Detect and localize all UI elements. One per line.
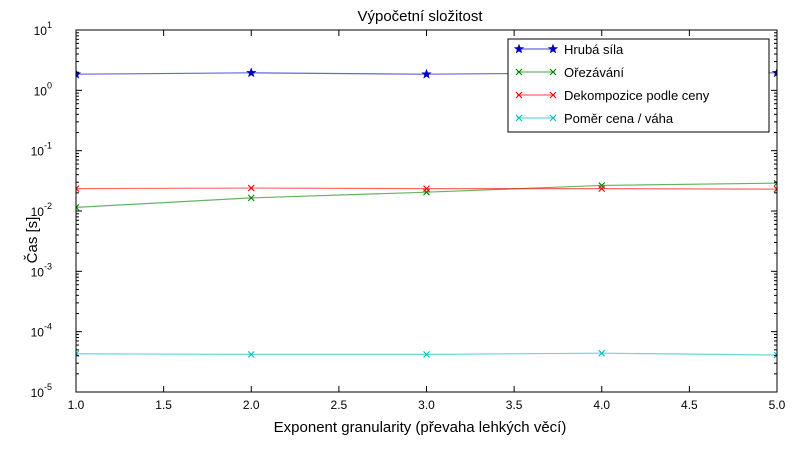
data-point-x [773,185,777,193]
y-tick-label: 10-3 [31,261,52,279]
data-point-x [423,351,430,358]
y-tick-label: 10-4 [31,322,52,340]
data-point-x [76,185,80,193]
data-point-x [598,182,606,189]
x-tick-label: 5.0 [769,398,786,412]
x-tick-label: 4.5 [681,398,698,412]
data-point-x [773,351,777,359]
x-tick-label: 2.0 [243,398,260,412]
data-point-x [549,91,557,99]
data-point-x [549,114,557,122]
data-point-x [247,351,255,358]
series-line-2 [76,182,777,208]
y-tick-label: 10-5 [31,382,52,400]
legend-label-3: Dekompozice podle ceny [564,88,710,103]
data-point-x [247,184,255,192]
legend-label-4: Poměr cena / váha [564,111,674,126]
data-point-star [547,43,559,54]
x-tick-label: 1.0 [68,398,85,412]
data-point-x [515,68,523,76]
x-axis-label: Exponent granularity (převaha lehkých vě… [274,419,567,436]
data-point-x [598,185,606,193]
y-axis-label: Čas [s] [24,217,41,264]
data-point-star [513,43,525,54]
data-point-x [76,203,80,211]
y-tick-label: 100 [34,80,52,98]
data-point-x [773,179,777,187]
x-tick-label: 4.0 [593,398,610,412]
x-tick-label: 3.0 [418,398,435,412]
x-tick-label: 1.5 [155,398,172,412]
y-tick-label: 10-2 [31,201,52,219]
data-point-star [246,67,257,78]
data-point-x [549,68,557,76]
legend-label-1: Hrubá síla [564,42,624,57]
x-tick-label: 2.5 [331,398,348,412]
y-tick-label: 101 [34,20,52,38]
x-tick-label: 3.5 [506,398,523,412]
data-point-star [76,68,82,79]
legend-label-2: Ořezávání [564,65,624,80]
data-point-x [247,194,255,202]
legend: Hrubá síla Ořezávání Dekompozice podle cen… [507,38,770,133]
data-point-x [515,91,523,99]
data-point-x [598,349,606,357]
chart-title: Výpočetní složitost [357,8,483,25]
data-point-x [423,185,430,193]
data-point-x [515,114,523,122]
data-point-star [421,68,432,79]
y-tick-label: 10-1 [31,141,52,159]
